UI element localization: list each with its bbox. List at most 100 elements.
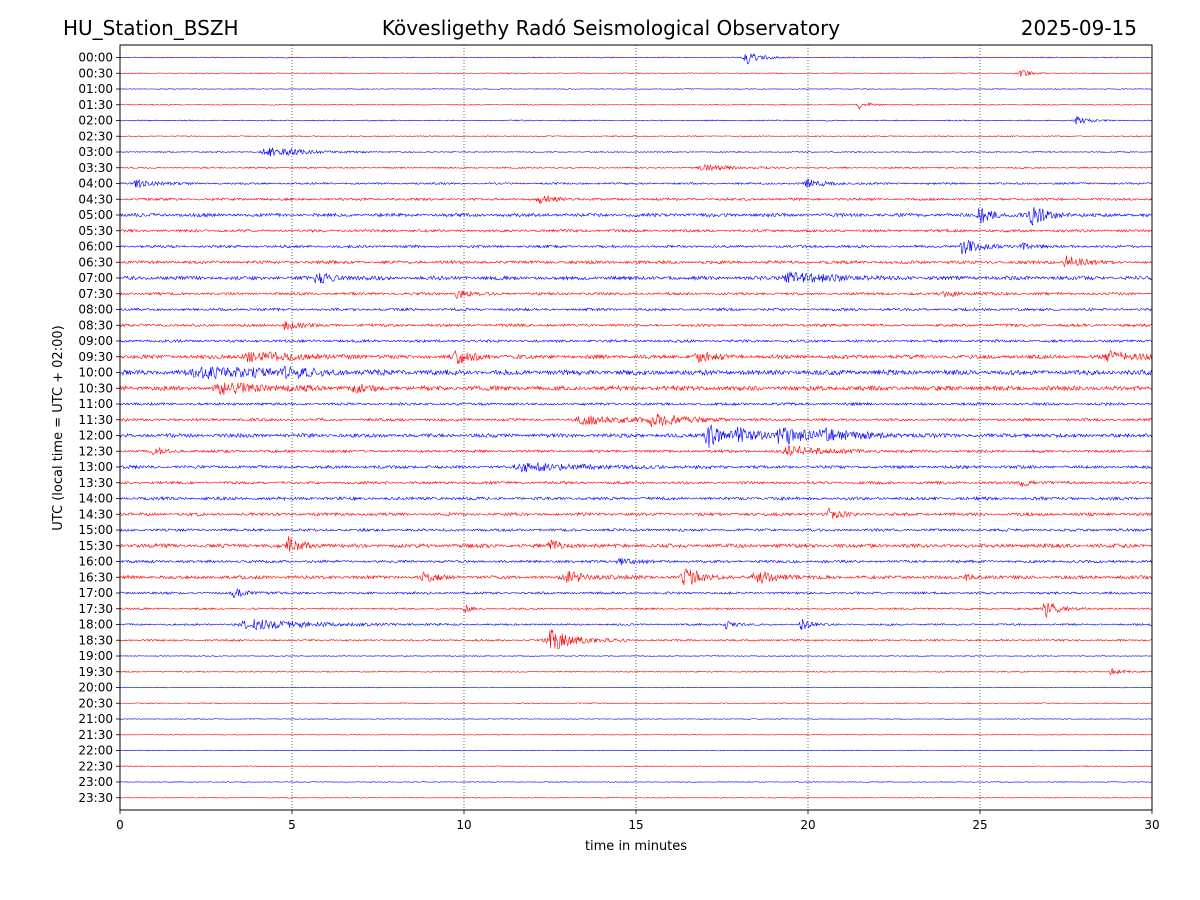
trace-2200 <box>119 749 1153 752</box>
trace-0300 <box>119 147 1153 157</box>
trace-1330 <box>119 480 1153 488</box>
trace-0600 <box>119 239 1153 255</box>
trace-1730 <box>119 602 1153 618</box>
y-tick-label: 10:30 <box>78 381 113 395</box>
y-tick-label: 17:00 <box>78 586 113 600</box>
trace-1600 <box>119 558 1153 566</box>
trace-1230 <box>119 444 1152 457</box>
trace-0500 <box>119 207 1153 226</box>
trace-1400 <box>119 495 1153 502</box>
y-tick-label: 04:30 <box>78 192 113 206</box>
y-tick-label: 22:00 <box>78 744 113 758</box>
trace-0200 <box>119 116 1153 125</box>
trace-1430 <box>119 507 1153 519</box>
trace-0130 <box>119 101 1153 111</box>
trace-0630 <box>119 255 1153 268</box>
trace-0100 <box>119 88 1153 90</box>
x-tick-label: 30 <box>1144 818 1159 832</box>
x-tick-label: 5 <box>288 818 296 832</box>
y-tick-label: 11:00 <box>78 397 113 411</box>
trace-1030 <box>119 382 1153 396</box>
x-tick-label: 0 <box>116 818 124 832</box>
y-tick-label: 00:00 <box>78 51 113 65</box>
y-tick-label: 07:00 <box>78 271 113 285</box>
trace-0000 <box>119 53 1153 65</box>
trace-1300 <box>119 462 1153 473</box>
x-tick-label: 15 <box>628 818 643 832</box>
chart-date: 2025-09-15 <box>1020 16 1137 40</box>
y-tick-label: 21:00 <box>78 712 113 726</box>
y-tick-label: 19:00 <box>78 649 113 663</box>
y-tick-label: 23:30 <box>78 791 113 805</box>
y-tick-label: 16:00 <box>78 555 113 569</box>
trace-2330 <box>119 796 1153 799</box>
trace-2030 <box>119 702 1153 705</box>
y-tick-label: 06:30 <box>78 255 113 269</box>
trace-1130 <box>119 413 1153 428</box>
y-tick-label: 07:30 <box>78 287 113 301</box>
y-axis-label: UTC (local time = UTC + 02:00) <box>51 325 66 530</box>
y-tick-label: 23:00 <box>78 775 113 789</box>
trace-0030 <box>119 69 1153 77</box>
trace-2130 <box>119 733 1153 736</box>
y-tick-label: 02:00 <box>78 114 113 128</box>
trace-1100 <box>119 401 1153 407</box>
trace-2100 <box>119 718 1153 720</box>
y-tick-label: 15:30 <box>78 539 113 553</box>
y-tick-label: 03:30 <box>78 161 113 175</box>
y-tick-label: 03:00 <box>78 145 113 159</box>
trace-1500 <box>119 527 1153 533</box>
y-tick-label: 13:00 <box>78 460 113 474</box>
trace-0900 <box>119 338 1153 344</box>
y-tick-label: 15:00 <box>78 523 113 537</box>
y-tick-label: 00:30 <box>78 66 113 80</box>
y-tick-label: 22:30 <box>78 759 113 773</box>
y-tick-label: 01:00 <box>78 82 113 96</box>
trace-1800 <box>119 618 1153 631</box>
y-tick-label: 14:30 <box>78 507 113 521</box>
x-tick-label: 10 <box>456 818 471 832</box>
trace-1530 <box>119 535 1153 552</box>
y-tick-label: 10:00 <box>78 366 113 380</box>
trace-1200 <box>119 424 1153 448</box>
y-tick-label: 08:30 <box>78 318 113 332</box>
trace-2230 <box>119 765 1153 768</box>
trace-1700 <box>119 588 1153 598</box>
y-tick-label: 21:30 <box>78 728 113 742</box>
y-tick-label: 11:30 <box>78 413 113 427</box>
trace-0530 <box>119 228 1153 234</box>
y-tick-label: 08:00 <box>78 303 113 317</box>
y-tick-label: 16:30 <box>78 570 113 584</box>
trace-1900 <box>119 655 1153 657</box>
y-tick-label: 19:30 <box>78 665 113 679</box>
chart-title: Kövesligethy Radó Seismological Observat… <box>381 16 841 40</box>
trace-0930 <box>119 349 1153 364</box>
y-tick-label: 05:00 <box>78 208 113 222</box>
x-tick-label: 20 <box>800 818 815 832</box>
station-name: HU_Station_BSZH <box>63 16 239 40</box>
trace-0800 <box>119 307 1153 312</box>
trace-0700 <box>119 271 1153 284</box>
y-tick-label: 09:00 <box>78 334 113 348</box>
y-tick-label: 12:30 <box>78 444 113 458</box>
trace-2000 <box>119 686 1153 689</box>
trace-1000 <box>119 365 1153 380</box>
trace-0230 <box>119 135 1153 138</box>
y-tick-label: 20:30 <box>78 696 113 710</box>
x-tick-label: 25 <box>972 818 987 832</box>
y-tick-label: 18:00 <box>78 618 113 632</box>
trace-0830 <box>119 321 1153 331</box>
y-tick-label: 20:00 <box>78 681 113 695</box>
trace-1830 <box>119 629 1153 650</box>
trace-0400 <box>119 178 1153 189</box>
y-tick-label: 12:00 <box>78 429 113 443</box>
y-tick-label: 02:30 <box>78 129 113 143</box>
traces-layer <box>119 53 1153 799</box>
y-tick-label: 14:00 <box>78 492 113 506</box>
trace-0430 <box>119 195 1153 205</box>
y-tick-label: 01:30 <box>78 98 113 112</box>
x-axis-label: time in minutes <box>585 839 687 854</box>
y-tick-label: 06:00 <box>78 240 113 254</box>
